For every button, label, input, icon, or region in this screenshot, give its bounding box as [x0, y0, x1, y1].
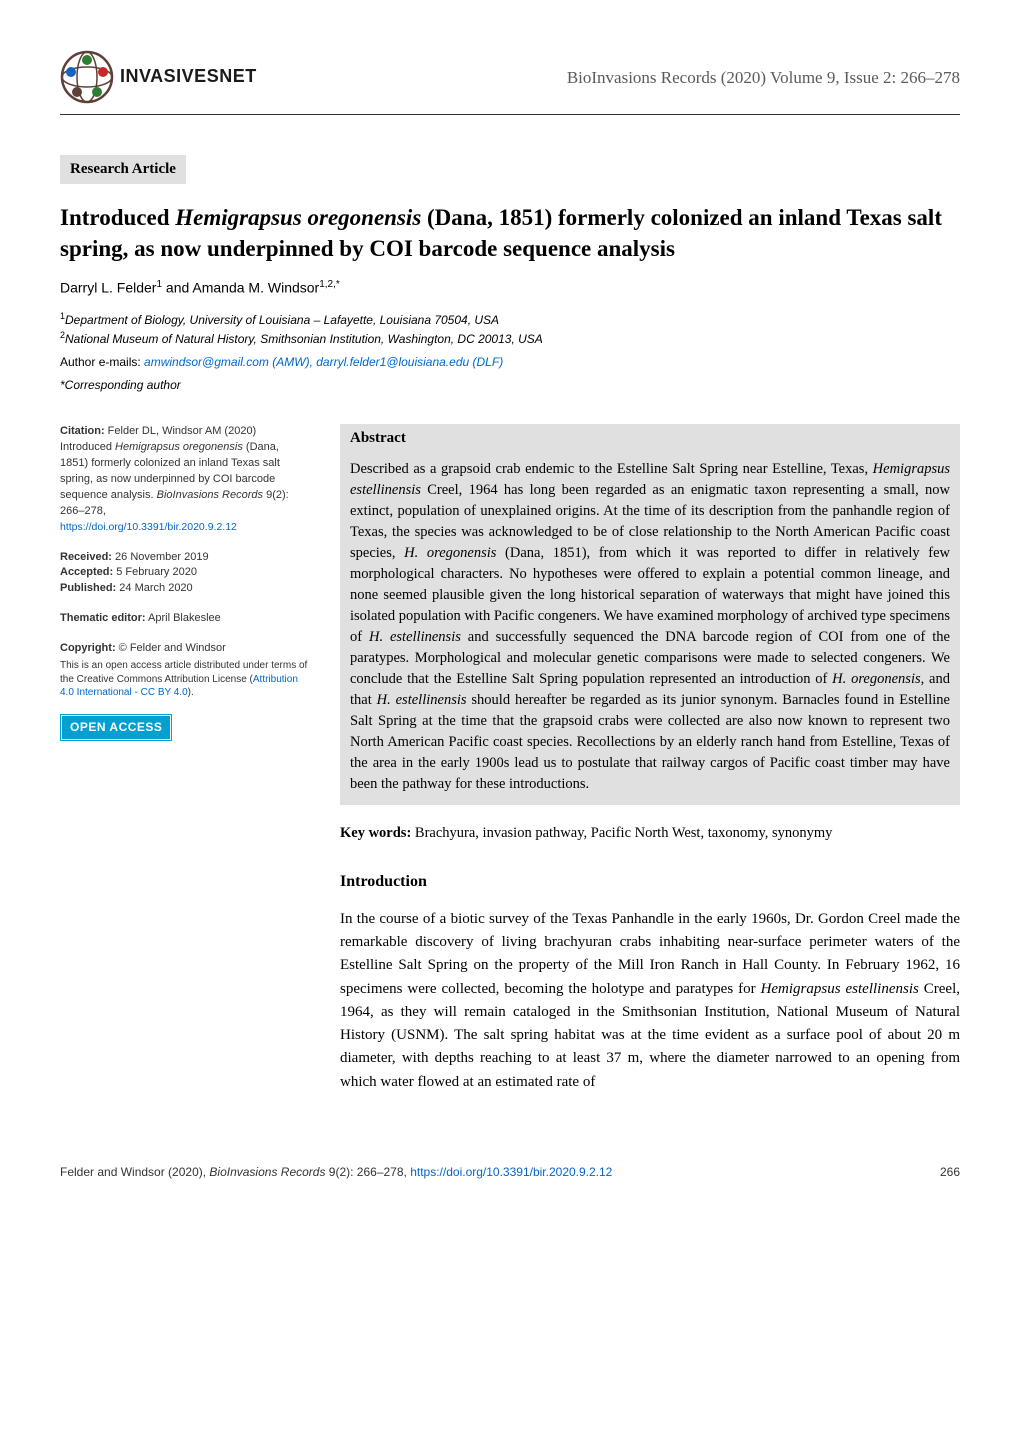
open-access-badge: OPEN ACCESS — [60, 714, 310, 741]
footer-authors: Felder and Windsor (2020), — [60, 1165, 209, 1179]
email-2[interactable]: darryl.felder1@louisiana.edu — [316, 355, 469, 369]
keywords-label: Key words: — [340, 825, 411, 841]
abstract-heading: Abstract — [340, 424, 960, 453]
copyright-text: © Felder and Windsor — [116, 642, 226, 654]
published-date: 24 March 2020 — [116, 582, 192, 594]
footer: Felder and Windsor (2020), BioInvasions … — [60, 1164, 960, 1181]
editor-block: Thematic editor: April Blakeslee — [60, 611, 310, 627]
affiliation-1: 1Department of Biology, University of Lo… — [60, 310, 960, 329]
article-type: Research Article — [60, 155, 186, 184]
received-date: 26 November 2019 — [112, 551, 209, 563]
keywords-text: Brachyura, invasion pathway, Pacific Nor… — [411, 825, 832, 841]
open-access-wrap: OPEN ACCESS — [60, 714, 172, 741]
abs-sp3: H. estellinensis — [369, 629, 461, 645]
intro-sp1: Hemigrapsus estellinensis — [761, 981, 919, 997]
citation-species: Hemigrapsus oregonensis — [115, 441, 243, 453]
accepted-row: Accepted: 5 February 2020 — [60, 565, 310, 581]
editor-label: Thematic editor: — [60, 612, 146, 624]
content-column: Abstract Described as a grapsoid crab en… — [340, 424, 960, 1094]
logo-text: INVASIVESNET — [120, 64, 257, 89]
logo-globe-icon — [60, 50, 114, 104]
affil-2-text: National Museum of Natural History, Smit… — [65, 332, 543, 346]
citation-label: Citation: — [60, 425, 105, 437]
corresponding-author: *Corresponding author — [60, 377, 960, 394]
affiliation-2: 2National Museum of Natural History, Smi… — [60, 329, 960, 348]
footer-ref: 9(2): 266–278, — [325, 1165, 410, 1179]
header-row: INVASIVESNET BioInvasions Records (2020)… — [60, 50, 960, 104]
editor-name: April Blakeslee — [146, 612, 221, 624]
received-row: Received: 26 November 2019 — [60, 550, 310, 566]
abs-sp4: H. oregonensis — [832, 671, 920, 687]
open-access-label: OPEN ACCESS — [62, 716, 170, 739]
author-2-affil: 1,2,* — [319, 279, 340, 290]
title-species: Hemigrapsus oregonensis — [175, 205, 421, 230]
abs-sp5: H. estellinensis — [377, 692, 467, 708]
accepted-label: Accepted: — [60, 566, 113, 578]
dates-block: Received: 26 November 2019 Accepted: 5 F… — [60, 550, 310, 598]
emails-label: Author e-mails: — [60, 355, 144, 369]
email-1-paren: (AMW), — [269, 355, 316, 369]
license-row: This is an open access article distribut… — [60, 659, 310, 700]
copyright-row: Copyright: © Felder and Windsor — [60, 641, 310, 657]
authors-and: and Amanda M. Windsor — [162, 280, 319, 296]
affiliations: 1Department of Biology, University of Lo… — [60, 310, 960, 348]
footer-doi[interactable]: https://doi.org/10.3391/bir.2020.9.2.12 — [410, 1165, 612, 1179]
citation-journal: BioInvasions Records — [157, 489, 263, 501]
footer-left: Felder and Windsor (2020), BioInvasions … — [60, 1164, 612, 1181]
copyright-label: Copyright: — [60, 642, 116, 654]
main-grid: Citation: Felder DL, Windsor AM (2020) I… — [60, 424, 960, 1094]
abs-t1: Described as a grapsoid crab endemic to … — [350, 461, 873, 477]
sidebar: Citation: Felder DL, Windsor AM (2020) I… — [60, 424, 310, 741]
journal-header: BioInvasions Records (2020) Volume 9, Is… — [567, 50, 960, 90]
email-1[interactable]: amwindsor@gmail.com — [144, 355, 269, 369]
introduction-body: In the course of a biotic survey of the … — [340, 908, 960, 1094]
accepted-date: 5 February 2020 — [113, 566, 197, 578]
author-emails: Author e-mails: amwindsor@gmail.com (AMW… — [60, 354, 960, 371]
citation-block: Citation: Felder DL, Windsor AM (2020) I… — [60, 424, 310, 536]
abs-sp2: H. oregonensis — [404, 545, 496, 561]
license-close: ). — [188, 687, 194, 698]
abstract-body: Described as a grapsoid crab endemic to … — [340, 453, 960, 805]
article-title: Introduced Hemigrapsus oregonensis (Dana… — [60, 202, 960, 264]
authors: Darryl L. Felder1 and Amanda M. Windsor1… — [60, 278, 960, 298]
copyright-block: Copyright: © Felder and Windsor This is … — [60, 641, 310, 699]
doi-link[interactable]: https://doi.org/10.3391/bir.2020.9.2.12 — [60, 521, 237, 533]
page-number: 266 — [940, 1164, 960, 1181]
email-2-paren: (DLF) — [469, 355, 503, 369]
received-label: Received: — [60, 551, 112, 563]
published-row: Published: 24 March 2020 — [60, 581, 310, 597]
publisher-logo: INVASIVESNET — [60, 50, 257, 104]
published-label: Published: — [60, 582, 116, 594]
title-leading: Introduced — [60, 205, 175, 230]
header-rule — [60, 114, 960, 115]
keywords: Key words: Brachyura, invasion pathway, … — [340, 823, 960, 843]
introduction-heading: Introduction — [340, 871, 960, 893]
author-1: Darryl L. Felder — [60, 280, 156, 296]
footer-journal: BioInvasions Records — [209, 1165, 325, 1179]
affil-1-text: Department of Biology, University of Lou… — [65, 313, 499, 327]
